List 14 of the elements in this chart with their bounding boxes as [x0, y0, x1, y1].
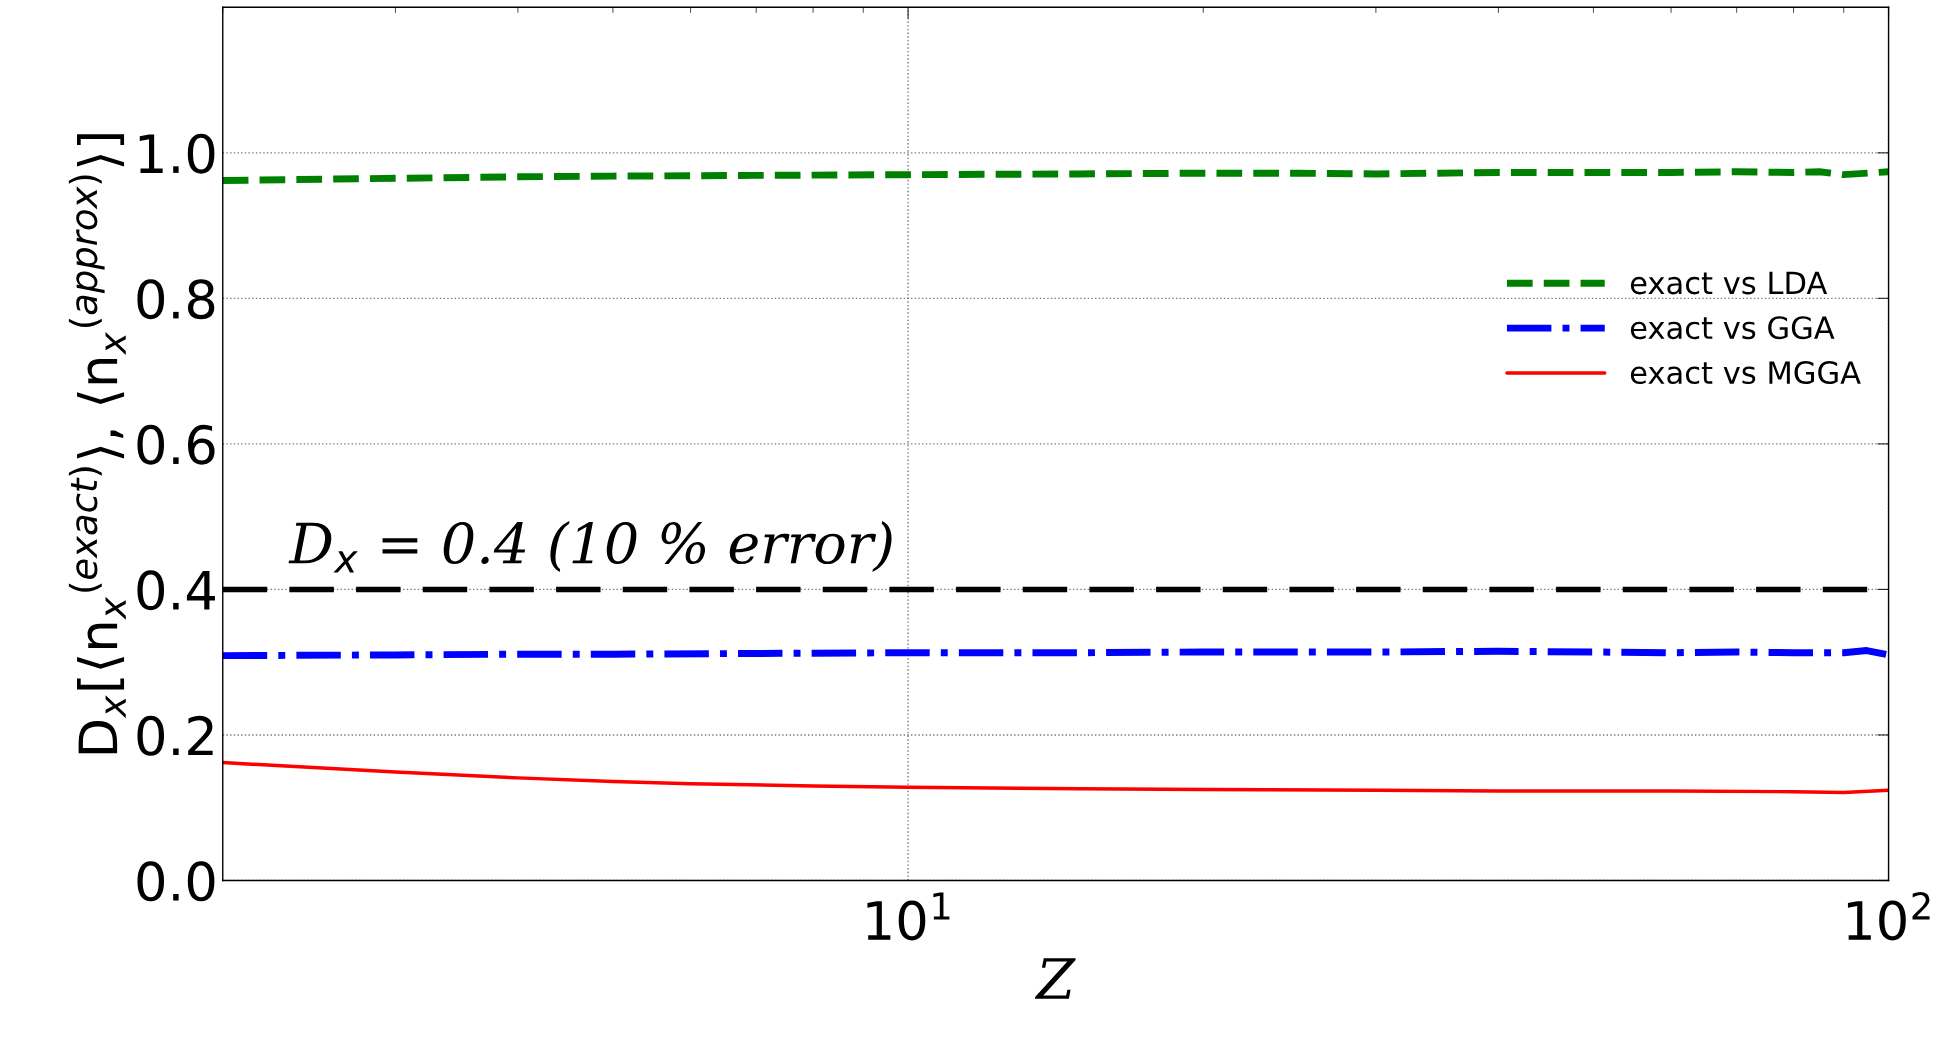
ref-line-label: D$_{x}$ = 0.4 (10 % error)	[288, 521, 892, 573]
y-tick-label: 1.0	[139, 133, 215, 174]
text: D$_{x}$[⟨n$_{x}$$^{(exact)}$⟩, ⟨n$_{x}$$^{(approx)}$⟩]	[68, 134, 126, 754]
y-tick-label: 0.2	[137, 715, 213, 756]
x-tick-label: 10$^{2}$	[1847, 892, 1930, 941]
x-tick-label: 10$^{1}$	[867, 892, 950, 941]
y-tick-label: 0.4	[137, 570, 215, 611]
legend-label: exact vs GGA	[1630, 316, 1835, 340]
legend-label: exact vs MGGA	[1630, 360, 1861, 385]
y-tick-label: 0.6	[137, 424, 215, 465]
x-axis-title: Z	[1034, 958, 1076, 999]
y-tick-label: 0.8	[137, 279, 215, 320]
y-tick-label: 0.0	[137, 861, 215, 902]
legend-label: exact vs LDA	[1630, 271, 1828, 295]
